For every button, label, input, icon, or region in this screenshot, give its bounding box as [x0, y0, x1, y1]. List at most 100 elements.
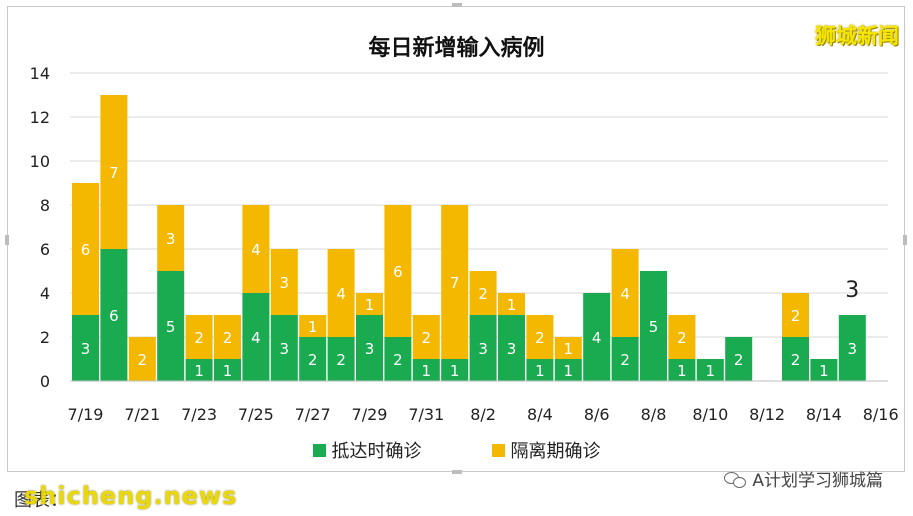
bar-quarantine-8-1	[441, 205, 469, 359]
data-label: 3	[507, 340, 517, 358]
bar-arrival-7-30	[384, 337, 412, 381]
resize-handle-top[interactable]	[452, 3, 462, 7]
resize-handle-right[interactable]	[903, 235, 907, 245]
x-tick-label: 7/29	[352, 405, 388, 424]
data-label: 7	[450, 274, 460, 292]
x-tick-label: 7/23	[181, 405, 217, 424]
wechat-icon	[724, 470, 747, 488]
data-label: 6	[393, 263, 403, 281]
data-label: 6	[109, 307, 119, 325]
bar-quarantine-8-5	[554, 337, 582, 359]
bar-arrival-7-22	[157, 271, 185, 381]
bar-quarantine-7-31	[412, 315, 440, 359]
y-tick-label: 6	[40, 240, 50, 259]
bar-quarantine-8-13	[782, 293, 809, 337]
x-tick-label: 8/6	[584, 405, 610, 424]
bar-arrival-8-2	[469, 315, 497, 381]
bar-arrival-7-31	[412, 359, 440, 381]
bar-arrival-8-4	[526, 359, 554, 381]
data-label: 1	[564, 362, 574, 380]
bar-arrival-7-19	[72, 315, 99, 381]
data-label: 2	[194, 329, 204, 347]
data-label: 3	[166, 230, 176, 248]
bar-arrival-8-11	[725, 337, 753, 381]
data-label: 1	[365, 296, 375, 314]
data-label: 1	[819, 362, 829, 380]
y-tick-label: 12	[30, 108, 50, 127]
bar-arrival-8-7	[611, 337, 639, 381]
data-label: 2	[422, 329, 432, 347]
data-label: 1	[223, 362, 233, 380]
bar-arrival-8-6	[583, 293, 611, 381]
data-label: 2	[478, 285, 488, 303]
data-label: 2	[677, 329, 687, 347]
x-tick-label: 7/21	[124, 405, 160, 424]
resize-handle-bottom[interactable]	[452, 470, 462, 474]
bar-quarantine-7-22	[157, 205, 185, 271]
legend-swatch-quarantine	[491, 443, 505, 457]
bar-arrival-7-26	[270, 315, 298, 381]
bar-arrival-8-13	[782, 337, 809, 381]
bar-arrival-8-5	[554, 359, 582, 381]
data-label: 1	[535, 362, 545, 380]
data-label: 2	[393, 351, 403, 369]
resize-handle-left[interactable]	[5, 235, 9, 245]
data-label: 2	[223, 329, 233, 347]
data-label: 2	[336, 351, 346, 369]
x-tick-label: 8/2	[470, 405, 496, 424]
legend-item-arrival: 抵达时确诊	[312, 437, 422, 463]
bar-arrival-7-25	[242, 293, 270, 381]
y-tick-label: 4	[40, 284, 50, 303]
data-label: 3	[365, 340, 375, 358]
data-label: 3	[280, 274, 290, 292]
account-name: A计划学习狮城篇	[752, 471, 883, 491]
data-label: 2	[308, 351, 318, 369]
y-tick-label: 14	[30, 64, 50, 83]
bar-arrival-7-29	[356, 315, 383, 381]
bar-quarantine-7-27	[299, 315, 327, 337]
x-tick-label: 8/12	[749, 405, 785, 424]
bar-quarantine-7-19	[72, 183, 99, 315]
data-label: 2	[138, 351, 148, 369]
data-label: 2	[791, 351, 801, 369]
account-credit: A计划学习狮城篇	[724, 466, 883, 491]
bar-quarantine-7-21	[128, 337, 156, 381]
data-label: 5	[649, 318, 659, 336]
x-tick-label: 8/14	[806, 405, 842, 424]
data-label: 7	[109, 164, 119, 182]
data-label: 4	[592, 329, 602, 347]
bar-quarantine-7-26	[270, 249, 298, 315]
data-label: 5	[166, 318, 176, 336]
legend-item-quarantine: 隔离期确诊	[491, 437, 601, 463]
data-label: 1	[564, 340, 574, 358]
bar-quarantine-8-2	[469, 271, 497, 315]
bar-quarantine-8-3	[498, 293, 525, 315]
chart-title: 每日新增输入病例	[368, 36, 545, 61]
data-label: 4	[251, 329, 261, 347]
y-tick-label: 8	[40, 196, 50, 215]
brand-watermark: 狮城新闻	[815, 24, 899, 48]
bar-quarantine-8-4	[526, 315, 554, 359]
bar-quarantine-7-20	[100, 95, 128, 249]
data-label: 1	[677, 362, 687, 380]
data-label: 4	[336, 285, 346, 303]
bar-arrival-7-23	[185, 359, 213, 381]
y-tick-label: 10	[30, 152, 50, 171]
data-label: 4	[251, 241, 261, 259]
data-label: 1	[308, 318, 318, 336]
x-tick-label: 7/31	[408, 405, 444, 424]
bar-quarantine-7-28	[327, 249, 355, 337]
data-label: 3	[848, 340, 858, 358]
data-label: 6	[81, 241, 91, 259]
data-label: 3	[280, 340, 290, 358]
bar-arrival-7-27	[299, 337, 327, 381]
data-label: 3	[81, 340, 91, 358]
bar-arrival-8-3	[498, 315, 525, 381]
data-label: 1	[422, 362, 432, 380]
data-label: 2	[791, 307, 801, 325]
x-tick-label: 8/8	[641, 405, 667, 424]
x-tick-label: 7/19	[68, 405, 104, 424]
x-tick-label: 8/10	[692, 405, 728, 424]
bar-quarantine-7-23	[185, 315, 213, 359]
